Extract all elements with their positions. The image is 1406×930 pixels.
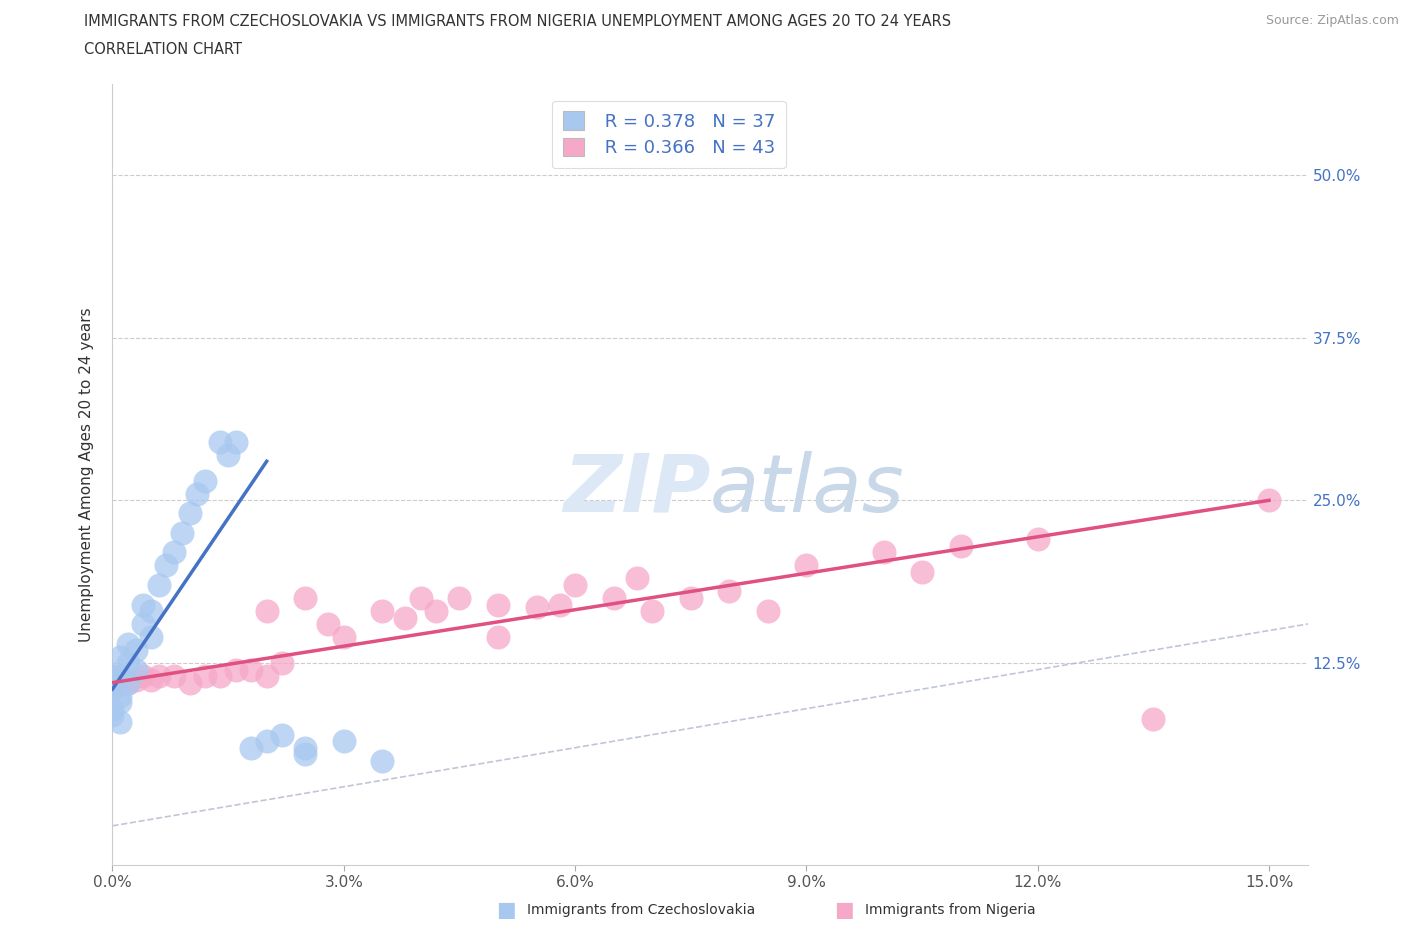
Point: [626, 571, 648, 586]
Point: [101, 675, 124, 690]
Point: [139, 604, 162, 618]
Point: [108, 669, 131, 684]
Legend:  R = 0.378   N = 37,  R = 0.366   N = 43: R = 0.378 N = 37, R = 0.366 N = 43: [551, 100, 786, 168]
Point: [256, 604, 278, 618]
Point: [240, 662, 263, 677]
Point: [179, 675, 201, 690]
Point: [148, 578, 170, 592]
Point: [294, 591, 316, 605]
Point: [449, 591, 471, 605]
Point: [124, 662, 146, 677]
Point: [526, 600, 548, 615]
Point: [163, 669, 186, 684]
Point: [117, 675, 139, 690]
Point: [117, 656, 139, 671]
Point: [139, 672, 162, 687]
Point: [333, 734, 356, 749]
Point: [718, 584, 741, 599]
Point: [548, 597, 571, 612]
Point: [108, 695, 131, 710]
Point: [108, 649, 131, 664]
Point: [101, 672, 124, 687]
Point: [425, 604, 447, 618]
Point: [108, 714, 131, 729]
Point: [132, 669, 155, 684]
Point: [1026, 532, 1049, 547]
Point: [271, 727, 294, 742]
Point: [132, 617, 155, 631]
Point: [101, 669, 124, 684]
Text: ZIP: ZIP: [562, 451, 710, 529]
Text: Source: ZipAtlas.com: Source: ZipAtlas.com: [1265, 14, 1399, 27]
Point: [294, 747, 316, 762]
Text: atlas: atlas: [710, 451, 905, 529]
Point: [217, 447, 239, 462]
Point: [101, 708, 124, 723]
Point: [132, 597, 155, 612]
Point: [209, 434, 232, 449]
Point: [225, 434, 247, 449]
Point: [1258, 493, 1281, 508]
Point: [371, 604, 394, 618]
Text: Immigrants from Nigeria: Immigrants from Nigeria: [865, 902, 1035, 917]
Point: [486, 630, 509, 644]
Point: [796, 558, 818, 573]
Point: [179, 506, 201, 521]
Point: [170, 525, 193, 540]
Point: [486, 597, 509, 612]
Text: IMMIGRANTS FROM CZECHOSLOVAKIA VS IMMIGRANTS FROM NIGERIA UNEMPLOYMENT AMONG AGE: IMMIGRANTS FROM CZECHOSLOVAKIA VS IMMIGR…: [84, 14, 952, 29]
Text: ■: ■: [496, 899, 516, 920]
Point: [148, 669, 170, 684]
Point: [911, 565, 934, 579]
Point: [124, 643, 146, 658]
Point: [155, 558, 177, 573]
Point: [872, 545, 894, 560]
Point: [240, 740, 263, 755]
Point: [139, 630, 162, 644]
Point: [101, 701, 124, 716]
Text: ■: ■: [834, 899, 853, 920]
Point: [124, 672, 146, 687]
Point: [256, 734, 278, 749]
Point: [333, 630, 356, 644]
Point: [756, 604, 779, 618]
Point: [117, 675, 139, 690]
Point: [564, 578, 586, 592]
Point: [209, 669, 232, 684]
Point: [117, 636, 139, 651]
Point: [101, 669, 124, 684]
Point: [225, 662, 247, 677]
Text: Immigrants from Czechoslovakia: Immigrants from Czechoslovakia: [527, 902, 755, 917]
Point: [294, 740, 316, 755]
Point: [371, 753, 394, 768]
Point: [163, 545, 186, 560]
Point: [318, 617, 340, 631]
Point: [186, 486, 208, 501]
Point: [641, 604, 664, 618]
Point: [271, 656, 294, 671]
Point: [108, 678, 131, 693]
Point: [679, 591, 702, 605]
Point: [394, 610, 416, 625]
Point: [409, 591, 432, 605]
Point: [194, 473, 217, 488]
Point: [949, 538, 972, 553]
Point: [101, 682, 124, 697]
Y-axis label: Unemployment Among Ages 20 to 24 years: Unemployment Among Ages 20 to 24 years: [79, 307, 94, 642]
Point: [256, 669, 278, 684]
Point: [602, 591, 624, 605]
Point: [194, 669, 217, 684]
Text: CORRELATION CHART: CORRELATION CHART: [84, 42, 242, 57]
Point: [1142, 711, 1164, 726]
Point: [101, 682, 124, 697]
Point: [108, 688, 131, 703]
